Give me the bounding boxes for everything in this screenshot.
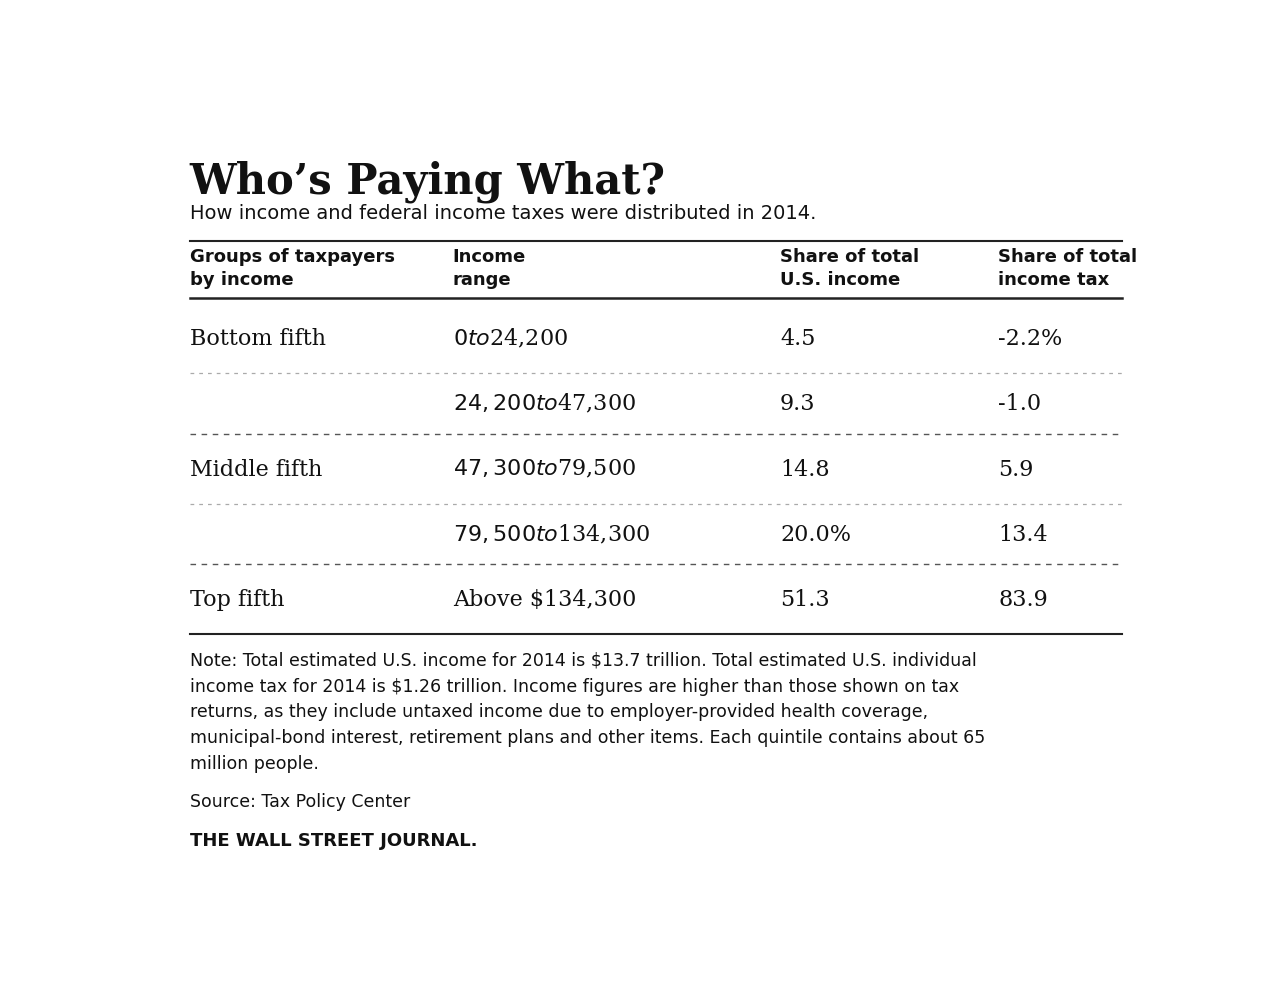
- Text: Share of total
income tax: Share of total income tax: [998, 247, 1138, 288]
- Text: How income and federal income taxes were distributed in 2014.: How income and federal income taxes were…: [189, 203, 817, 222]
- Text: Middle fifth: Middle fifth: [189, 458, 323, 480]
- Text: -1.0: -1.0: [998, 392, 1042, 415]
- Text: 5.9: 5.9: [998, 458, 1034, 480]
- Text: Top fifth: Top fifth: [189, 589, 284, 610]
- Text: Income
range: Income range: [453, 247, 526, 288]
- Text: -2.2%: -2.2%: [998, 327, 1062, 349]
- Text: $47,300 to $79,500: $47,300 to $79,500: [453, 458, 636, 480]
- Text: Groups of taxpayers
by income: Groups of taxpayers by income: [189, 247, 394, 288]
- Text: Note: Total estimated U.S. income for 2014 is $13.7 trillion. Total estimated U.: Note: Total estimated U.S. income for 20…: [189, 652, 986, 772]
- Text: Share of total
U.S. income: Share of total U.S. income: [780, 247, 919, 288]
- Text: Who’s Paying What?: Who’s Paying What?: [189, 160, 666, 202]
- Text: Above $134,300: Above $134,300: [453, 589, 636, 610]
- Text: 14.8: 14.8: [780, 458, 829, 480]
- Text: 51.3: 51.3: [780, 589, 829, 610]
- Text: 20.0%: 20.0%: [780, 524, 851, 545]
- Text: 9.3: 9.3: [780, 392, 815, 415]
- Text: 13.4: 13.4: [998, 524, 1048, 545]
- Text: $24,200 to $47,300: $24,200 to $47,300: [453, 392, 636, 415]
- Text: 83.9: 83.9: [998, 589, 1048, 610]
- Text: Bottom fifth: Bottom fifth: [189, 327, 325, 349]
- Text: THE WALL STREET JOURNAL.: THE WALL STREET JOURNAL.: [189, 831, 477, 849]
- Text: $79,500 to $134,300: $79,500 to $134,300: [453, 523, 650, 546]
- Text: 4.5: 4.5: [780, 327, 815, 349]
- Text: Source: Tax Policy Center: Source: Tax Policy Center: [189, 792, 410, 810]
- Text: $0 to $24,200: $0 to $24,200: [453, 327, 567, 350]
